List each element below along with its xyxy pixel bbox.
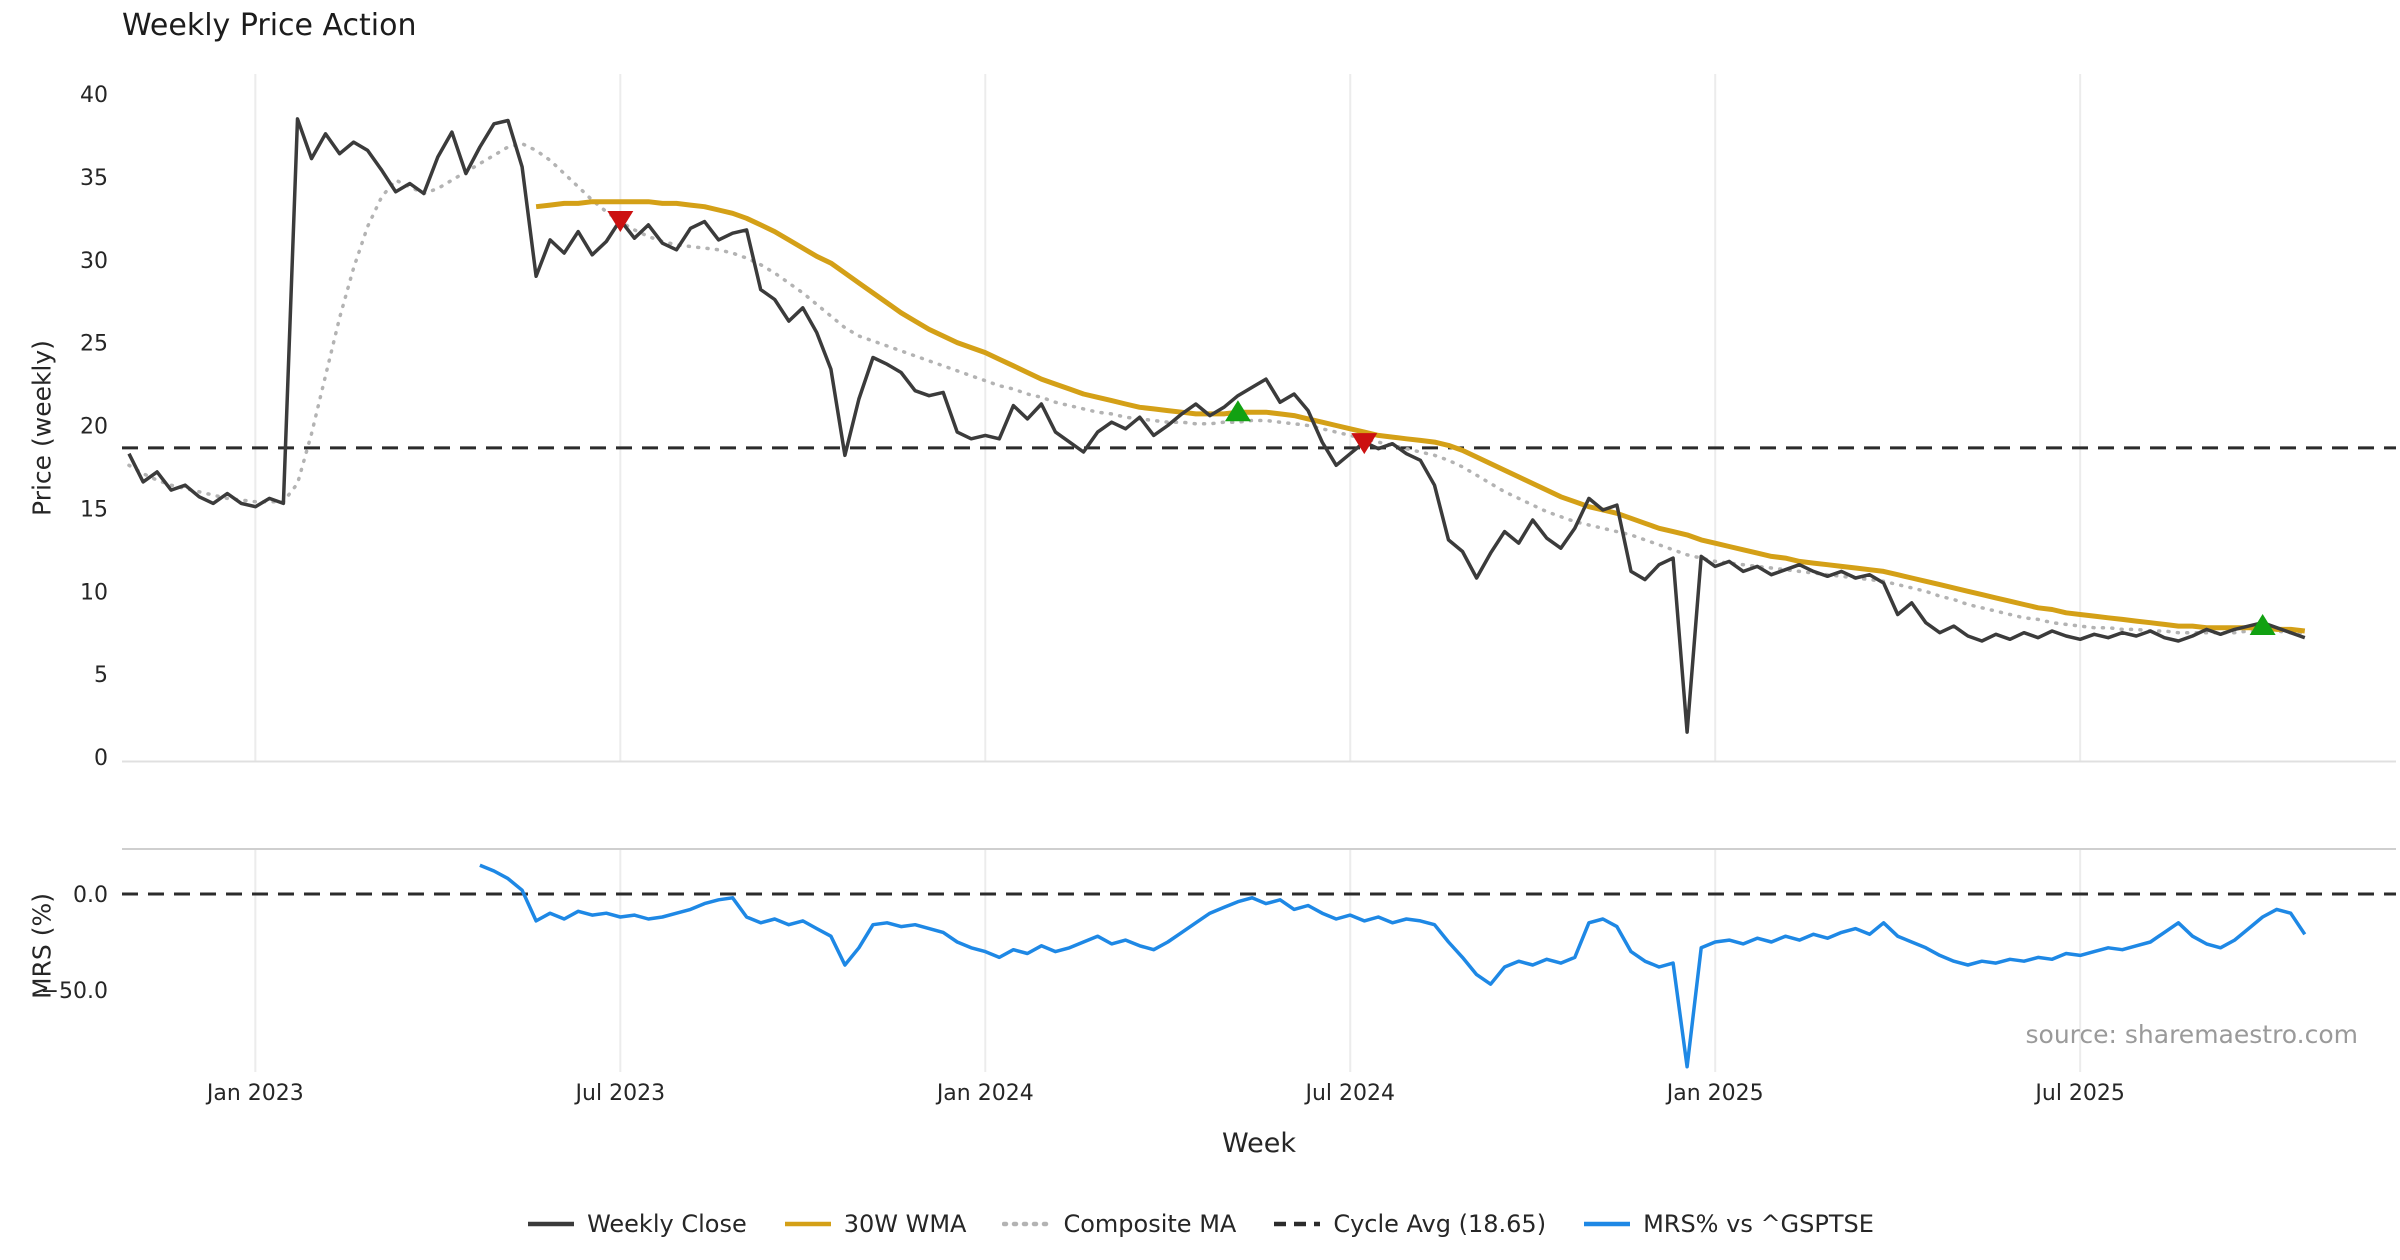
buy-marker [1224,400,1251,422]
buy-marker [2249,614,2276,636]
mrs-axis-label: MRS (%) [27,892,57,1000]
weekly-close-line [127,117,2306,734]
price-tick-label: 25 [80,332,108,357]
legend-item-mrs-vs-gsptse: MRS% vs ^GSPTSE [1582,1210,1874,1238]
source-note: source: sharemaestro.com [2025,1020,2359,1049]
x-tick-label: Jan 2025 [1665,1081,1764,1106]
x-tick-label: Jan 2023 [205,1081,304,1106]
legend-label: 30W WMA [843,1210,967,1238]
gridlines [254,74,2082,1072]
price-tick-label: 30 [80,249,108,274]
price-tick-label: 10 [80,580,108,605]
legend-item-cycle-avg-18-65: Cycle Avg (18.65) [1272,1210,1546,1238]
legend-item-weekly-close: Weekly Close [526,1210,747,1238]
legend-label: Weekly Close [587,1210,747,1238]
price-tick-label: 0 [94,746,108,771]
signal-markers [607,210,2276,636]
legend-item-composite-ma: Composite MA [1002,1210,1236,1238]
price-tick-label: 35 [80,166,108,191]
legend-line-sample-composite-ma [1002,1221,1053,1227]
price-tick-label: 5 [94,663,108,688]
mrs-line [479,863,2307,1069]
x-tick-label: Jul 2025 [2033,1081,2125,1106]
legend: Weekly Close 30W WMA Composite MA Cycle Avg… [0,1210,2400,1238]
wma-line [535,199,2306,634]
legend-line-sample-mrs-vs-gsptse [1584,1221,1631,1227]
x-tick-label: Jan 2024 [935,1081,1034,1106]
sell-marker [607,210,634,232]
tick-labels: 0 5 10 15 20 25 30 35 40 0.0 −50.0 Jan 2023 Jul 2023… [41,83,2125,1106]
legend-item-30w-wma: 30W WMA [783,1210,967,1238]
composite-ma-line [127,141,2307,635]
price-axis-label: Price (weekly) [27,340,57,516]
legend-label: Composite MA [1063,1210,1237,1238]
legend-line-sample-cycle-avg-18-65 [1274,1221,1321,1227]
x-tick-label: Jul 2024 [1303,1081,1395,1106]
legend-label: Cycle Avg (18.65) [1333,1210,1547,1238]
sell-marker [1351,433,1378,455]
mrs-tick-label: 0.0 [73,883,108,908]
price-tick-label: 20 [80,415,108,440]
legend-label: MRS% vs ^GSPTSE [1643,1210,1874,1238]
legend-line-sample-30w-wma [784,1221,831,1227]
price-tick-label: 40 [80,83,108,108]
chart-title: Weekly Price Action [122,8,417,43]
mrs-tick-label: −50.0 [41,979,108,1004]
price-tick-label: 15 [80,497,108,522]
x-axis-label: Week [1222,1128,1296,1159]
x-tick-label: Jul 2023 [574,1081,666,1106]
legend-line-sample-weekly-close [528,1221,575,1227]
